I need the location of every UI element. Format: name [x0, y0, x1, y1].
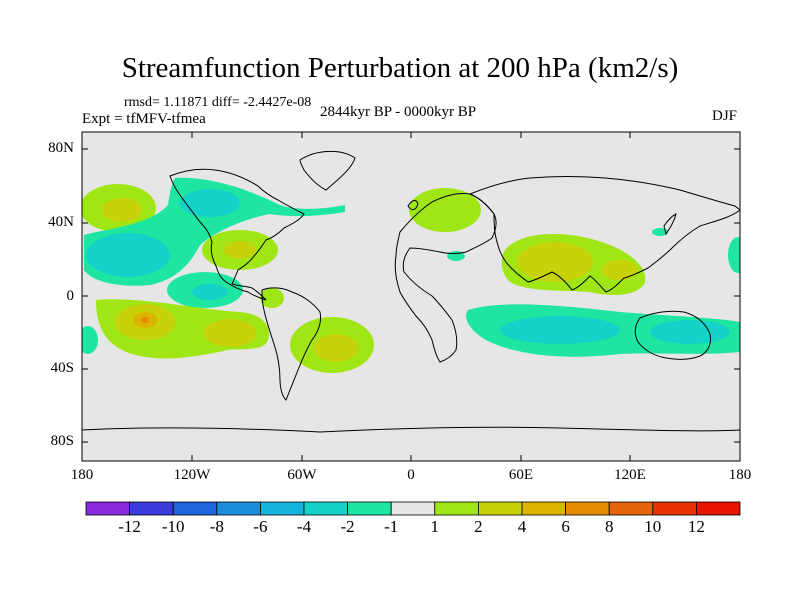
legend-swatch — [652, 501, 697, 516]
legend-swatch — [347, 501, 392, 516]
contour-negative — [192, 284, 228, 300]
coast-south-america — [261, 287, 321, 401]
lon-label: 0 — [407, 467, 415, 483]
legend-swatch — [434, 501, 479, 516]
experiment-label: Expt = tfMFV-tfmea — [82, 111, 206, 127]
legend-label: -4 — [296, 517, 312, 536]
contour-positive — [260, 288, 284, 308]
legend-label: -8 — [209, 517, 224, 536]
coast-antarctica — [82, 426, 740, 433]
coast-uk — [407, 199, 419, 211]
legend-swatch — [565, 501, 610, 516]
lon-label: 180 — [728, 467, 752, 483]
legend-swatch — [216, 501, 261, 516]
contour-positive — [314, 334, 358, 362]
contour-negative — [650, 320, 730, 344]
legend-swatch — [608, 501, 654, 516]
lat-label: 0 — [66, 288, 75, 304]
contour-positive — [409, 188, 481, 232]
coast-asia — [468, 176, 740, 293]
contour-negative — [82, 326, 98, 354]
stats-line: rmsd= 1.11871 diff= -2.4427e-08 — [124, 95, 312, 110]
season-label: DJF — [712, 108, 738, 124]
legend-label: -2 — [340, 517, 355, 536]
legend-label: 1 — [430, 517, 440, 536]
legend-label: 12 — [687, 517, 705, 536]
lat-label: 40S — [50, 360, 74, 376]
lat-label: 80S — [50, 433, 74, 449]
legend-label: 2 — [474, 517, 483, 536]
contour-positive — [204, 319, 256, 347]
legend-label: -1 — [384, 517, 399, 536]
period-label: 2844kyr BP - 0000kyr BP — [320, 104, 477, 120]
legend-swatch — [477, 501, 523, 516]
contour-positive — [224, 241, 256, 259]
contour-fill-layer — [82, 177, 740, 373]
legend-label: 6 — [561, 517, 570, 536]
coast-north-america — [169, 168, 305, 301]
lat-label: 40N — [48, 214, 74, 230]
axis-ticks — [81, 132, 741, 461]
lon-label: 60E — [508, 467, 534, 483]
lon-label: 120W — [173, 467, 211, 483]
map-title: Streamfunction Perturbation at 200 hPa (… — [121, 52, 679, 84]
legend-label: 8 — [604, 517, 614, 536]
coast-greenland — [299, 151, 356, 191]
lon-label: 60W — [287, 467, 317, 483]
contour-negative — [180, 189, 240, 217]
lon-label: 120E — [614, 467, 646, 483]
coast-japan — [663, 213, 677, 236]
lon-label: 180 — [70, 467, 94, 483]
legend-label: 4 — [517, 517, 527, 536]
legend-label: -12 — [118, 517, 141, 536]
contour-negative — [500, 316, 620, 344]
contour-positive — [517, 242, 593, 282]
legend-swatch — [521, 501, 566, 516]
legend-label: 10 — [644, 517, 662, 536]
contour-negative — [86, 233, 170, 277]
coastlines — [82, 151, 740, 433]
contour-positive — [102, 198, 142, 222]
contour-negative — [728, 237, 740, 273]
legend-swatch — [259, 501, 305, 516]
legend-swatch — [303, 501, 348, 516]
contour-positive — [602, 260, 638, 280]
legend-swatch — [390, 501, 436, 516]
coast-australia — [634, 310, 711, 360]
legend-label: -10 — [161, 517, 185, 536]
contour-negative — [652, 228, 668, 236]
legend-swatch — [172, 501, 218, 516]
legend-swatch — [129, 501, 174, 516]
lat-label: 80N — [48, 140, 74, 156]
legend-label: -6 — [253, 517, 268, 536]
legend-swatch — [85, 501, 130, 516]
contour-positive — [141, 317, 149, 323]
legend-swatch — [696, 501, 741, 516]
